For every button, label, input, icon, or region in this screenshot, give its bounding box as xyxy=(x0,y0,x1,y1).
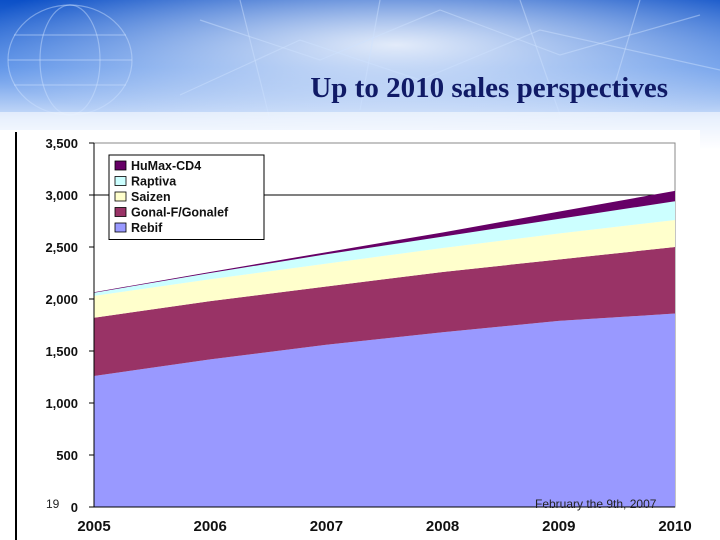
y-tick-label: 2,500 xyxy=(45,240,78,255)
slide-number: 19 xyxy=(46,497,60,511)
legend-swatch-humax-cd4 xyxy=(114,160,127,171)
y-tick-label: 3,500 xyxy=(45,136,78,151)
legend-label-raptiva: Raptiva xyxy=(131,175,177,189)
legend-label-gonal-f-gonalef: Gonal-F/Gonalef xyxy=(131,206,229,220)
legend-swatch-gonal-f-gonalef xyxy=(114,207,127,217)
x-tick-label: 2008 xyxy=(426,518,459,535)
legend-swatch-raptiva xyxy=(114,176,127,186)
slide-title: Up to 2010 sales perspectives xyxy=(310,72,668,104)
area-series-rebif xyxy=(94,313,675,507)
legend-box xyxy=(108,154,265,240)
y-tick-label: 500 xyxy=(56,448,78,463)
y-tick-label: 2,000 xyxy=(45,292,78,307)
x-tick-label: 2007 xyxy=(310,518,343,535)
y-tick-label: 1,500 xyxy=(45,344,78,359)
x-tick-label: 2006 xyxy=(194,518,227,535)
x-tick-label: 2010 xyxy=(658,518,691,535)
y-tick-label: 3,000 xyxy=(45,188,78,203)
area-series-gonal-f-gonalef xyxy=(94,247,675,376)
x-tick-label: 2005 xyxy=(77,518,110,535)
footer-date: February the 9th, 2007 xyxy=(535,497,657,511)
y-tick-label: 0 xyxy=(71,500,78,515)
legend-label-humax-cd4: HuMax-CD4 xyxy=(131,159,201,173)
legend-label-saizen: Saizen xyxy=(131,190,171,204)
stacked-area-chart: 0 500 1,000 1,500 2,000 2,500 3,000 3,500 2005 2… xyxy=(0,130,700,540)
x-tick-label: 2009 xyxy=(542,518,575,535)
area-series-humax-cd4 xyxy=(94,190,675,293)
legend-swatch-rebif xyxy=(114,222,127,233)
area-series-raptiva xyxy=(94,201,675,296)
legend-label-rebif: Rebif xyxy=(131,221,163,235)
legend-swatch-saizen xyxy=(114,191,127,202)
y-tick-label: 1,000 xyxy=(45,396,78,411)
area-series-saizen xyxy=(94,219,675,318)
